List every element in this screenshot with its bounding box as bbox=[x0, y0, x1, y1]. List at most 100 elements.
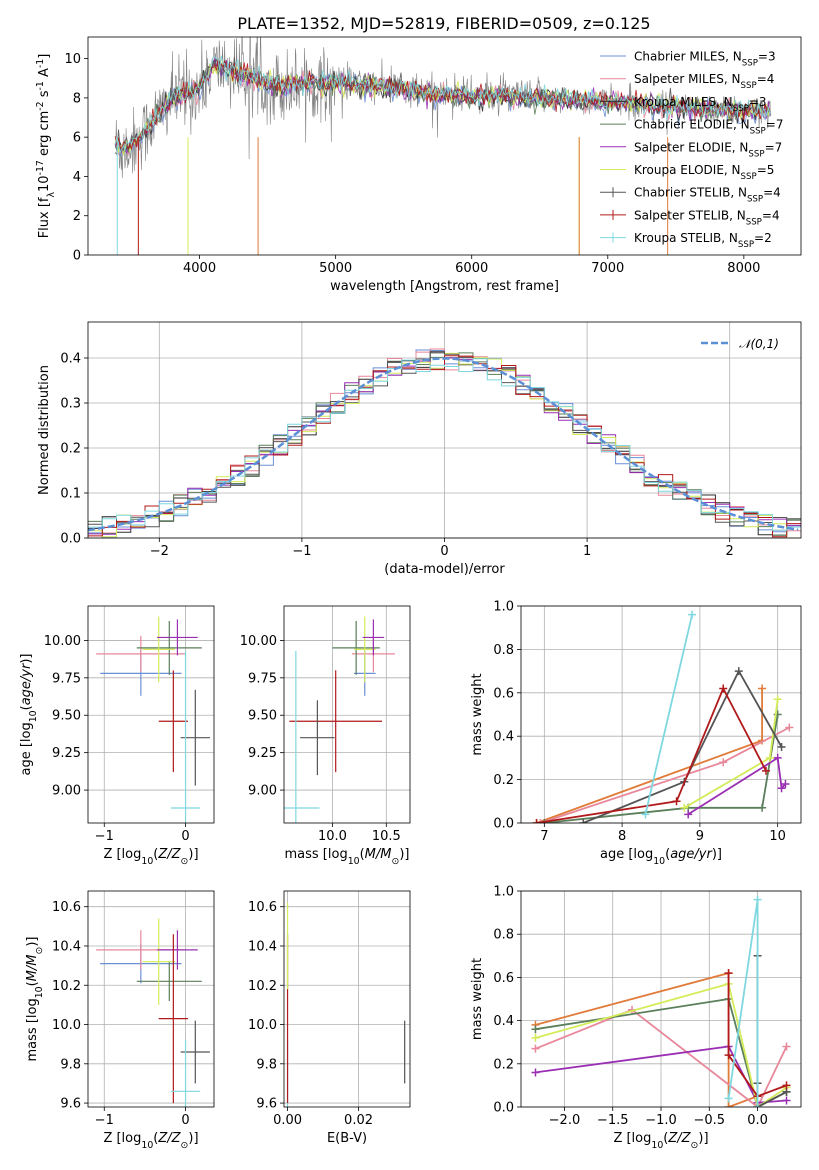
y-tick-label: 10.2 bbox=[52, 979, 81, 994]
plot-area bbox=[88, 348, 801, 538]
weight-series-line bbox=[644, 614, 693, 815]
y-axis-label: age [log10(age/yr)] bbox=[19, 653, 39, 775]
y-tick-label: 0.4 bbox=[493, 730, 514, 745]
y-tick-label: 0.8 bbox=[493, 643, 514, 658]
x-axis-label: wavelength [Angstrom, rest frame] bbox=[330, 279, 559, 294]
axes-mass_vs_ebv: 0.00 0.02 9.6 9.8 10.0 10.2 10.4 10.6 E(B-V) bbox=[248, 890, 411, 1146]
y-tick-label: 10.00 bbox=[44, 634, 81, 649]
y-tick-label: 0.0 bbox=[493, 817, 514, 832]
spectrum-model-line bbox=[114, 55, 771, 155]
x-tick-label: −1.0 bbox=[645, 1113, 677, 1128]
y-tick-label: 9.25 bbox=[248, 746, 277, 761]
x-tick-label: −1 bbox=[95, 1113, 114, 1128]
y-tick-label: 8 bbox=[73, 91, 81, 106]
frame-rect bbox=[87, 890, 215, 1108]
x-tick-label: 1 bbox=[583, 544, 591, 559]
y-tick-label: 0.0 bbox=[493, 1101, 514, 1116]
y-tick-label: 0.4 bbox=[60, 352, 81, 367]
weight-point-marker bbox=[762, 766, 770, 775]
axes-frame: 4000 5000 6000 7000 8000 0 2 4 6 8 10 wavelength [A… bbox=[35, 36, 802, 294]
x-tick-label: 8 bbox=[618, 829, 626, 844]
y-tick-label: 9.50 bbox=[52, 709, 81, 724]
y-tick-label: 0.6 bbox=[493, 686, 514, 701]
x-tick-label: 0 bbox=[181, 829, 189, 844]
weight-point-marker bbox=[531, 1033, 540, 1042]
y-axis-label: Flux [fλ10-17 erg cm-2 s-1 A-1] bbox=[35, 54, 57, 239]
x-tick-label: 5000 bbox=[319, 261, 352, 276]
axes-spectrum: 4000 5000 6000 7000 8000 0 2 4 6 8 10 wavelength [A… bbox=[35, 36, 802, 294]
axes-residuals: −2 −1 0 1 2 0.0 0.1 0.2 0.3 0.4 (data-model)/error… bbox=[37, 321, 802, 577]
weight-point-marker bbox=[536, 819, 545, 823]
x-tick-label: 9 bbox=[696, 829, 704, 844]
y-tick-label: 9.8 bbox=[256, 1057, 277, 1072]
x-axis-label: age [log10(age/yr)] bbox=[600, 847, 722, 867]
y-tick-label: 10.4 bbox=[248, 939, 277, 954]
y-tick-label: 0.0 bbox=[60, 532, 81, 547]
x-tick-label: −2.0 bbox=[549, 1113, 581, 1128]
x-tick-label: −1 bbox=[292, 544, 311, 559]
plot-area bbox=[114, 37, 772, 255]
y-tick-label: 0 bbox=[73, 249, 81, 264]
weight-point-marker bbox=[540, 819, 549, 823]
y-tick-label: 1.0 bbox=[493, 885, 514, 900]
x-tick-label: 0 bbox=[440, 544, 448, 559]
axes-weight_vs_Z: −2.0 −1.5 −1.0 −0.5 0.0 0.0 0.2 0.4 0.6 0.8 1.0 Z [… bbox=[470, 885, 802, 1151]
x-axis-label: mass [log10(M/M⊙)] bbox=[285, 847, 410, 867]
axes-weight_vs_age: 7 8 9 10 0.0 0.2 0.4 0.6 0.8 1.0 age [log10(age/yr… bbox=[470, 600, 802, 867]
y-tick-label: 0.8 bbox=[493, 928, 514, 943]
legend-label: Salpeter STELIB, NSSP=4 bbox=[634, 208, 780, 227]
plot-area bbox=[284, 616, 395, 823]
frame-rect bbox=[283, 890, 411, 1108]
x-axis-label: Z [log10(Z/Z⊙)] bbox=[103, 1131, 198, 1151]
weight-point-marker bbox=[688, 610, 697, 619]
weight-point-marker bbox=[684, 810, 693, 819]
frame-rect bbox=[520, 605, 802, 824]
y-tick-label: 9.50 bbox=[248, 709, 277, 724]
x-axis-label: Z [log10(Z/Z⊙)] bbox=[103, 847, 198, 867]
histogram-step bbox=[88, 358, 801, 531]
y-tick-label: 0.1 bbox=[60, 487, 81, 502]
y-axis-label: mass [log10(M/M⊙)] bbox=[25, 937, 45, 1062]
axes-frame: −1 0 9.00 9.25 9.50 9.75 10.00 Z [log10(Z/Z⊙)] a… bbox=[19, 605, 215, 867]
x-tick-label: 0 bbox=[181, 1113, 189, 1128]
weight-point-marker bbox=[753, 1103, 762, 1107]
weight-series-line bbox=[535, 1008, 788, 1107]
weight-series-line bbox=[536, 686, 767, 823]
y-tick-label: 0.2 bbox=[493, 1057, 514, 1072]
y-tick-label: 10.6 bbox=[52, 900, 81, 915]
y-tick-label: 9.00 bbox=[52, 784, 81, 799]
x-tick-label: 0.02 bbox=[344, 1113, 373, 1128]
x-tick-label: 0.0 bbox=[747, 1113, 768, 1128]
y-tick-label: 10 bbox=[64, 52, 81, 67]
weight-point-marker bbox=[734, 667, 743, 676]
x-tick-label: 8000 bbox=[727, 261, 760, 276]
x-tick-label: 10.0 bbox=[318, 829, 347, 844]
y-tick-label: 2 bbox=[73, 209, 81, 224]
axes-age_vs_Z: −1 0 9.00 9.25 9.50 9.75 10.00 Z [log10(Z/Z⊙)] a… bbox=[19, 605, 215, 867]
weight-point-marker bbox=[641, 810, 650, 819]
weight-point-marker bbox=[785, 723, 794, 732]
legend-label: 𝒩(0,1) bbox=[739, 337, 779, 351]
y-tick-label: 10.0 bbox=[52, 1018, 81, 1033]
y-tick-label: 0.2 bbox=[493, 773, 514, 788]
weight-point-marker bbox=[777, 784, 786, 793]
weight-point-marker bbox=[781, 779, 790, 788]
weight-point-marker bbox=[773, 695, 782, 704]
weight-point-marker bbox=[724, 969, 733, 978]
weight-series-line bbox=[582, 669, 783, 823]
weight-point-marker bbox=[758, 684, 767, 693]
weight-point-marker bbox=[782, 1081, 791, 1090]
frame-rect bbox=[283, 605, 411, 824]
legend-label: Salpeter ELODIE, NSSP=7 bbox=[634, 140, 782, 159]
axes-mass_vs_Z: −1 0 9.6 9.8 10.0 10.2 10.4 10.6 Z [log10(Z/Z⊙)]… bbox=[25, 890, 215, 1151]
x-tick-label: 10.5 bbox=[372, 829, 401, 844]
weight-point-marker bbox=[765, 753, 774, 762]
x-tick-label: 7000 bbox=[591, 261, 624, 276]
axes-frame: −2 −1 0 1 2 0.0 0.1 0.2 0.3 0.4 (data-model)/error… bbox=[37, 321, 802, 577]
x-axis-label: Z [log10(Z/Z⊙)] bbox=[613, 1131, 708, 1151]
weight-point-marker bbox=[532, 819, 541, 823]
x-axis-label: E(B-V) bbox=[327, 1131, 367, 1146]
weight-point-marker bbox=[531, 1068, 540, 1077]
legend-label: Kroupa STELIB, NSSP=2 bbox=[634, 231, 772, 250]
